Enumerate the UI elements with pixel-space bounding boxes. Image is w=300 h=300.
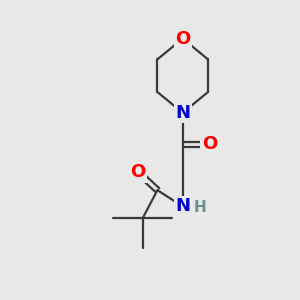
- Text: O: O: [175, 29, 190, 47]
- Text: O: O: [130, 163, 146, 181]
- Text: N: N: [175, 104, 190, 122]
- Text: H: H: [194, 200, 207, 215]
- Text: O: O: [202, 135, 217, 153]
- Text: N: N: [175, 197, 190, 215]
